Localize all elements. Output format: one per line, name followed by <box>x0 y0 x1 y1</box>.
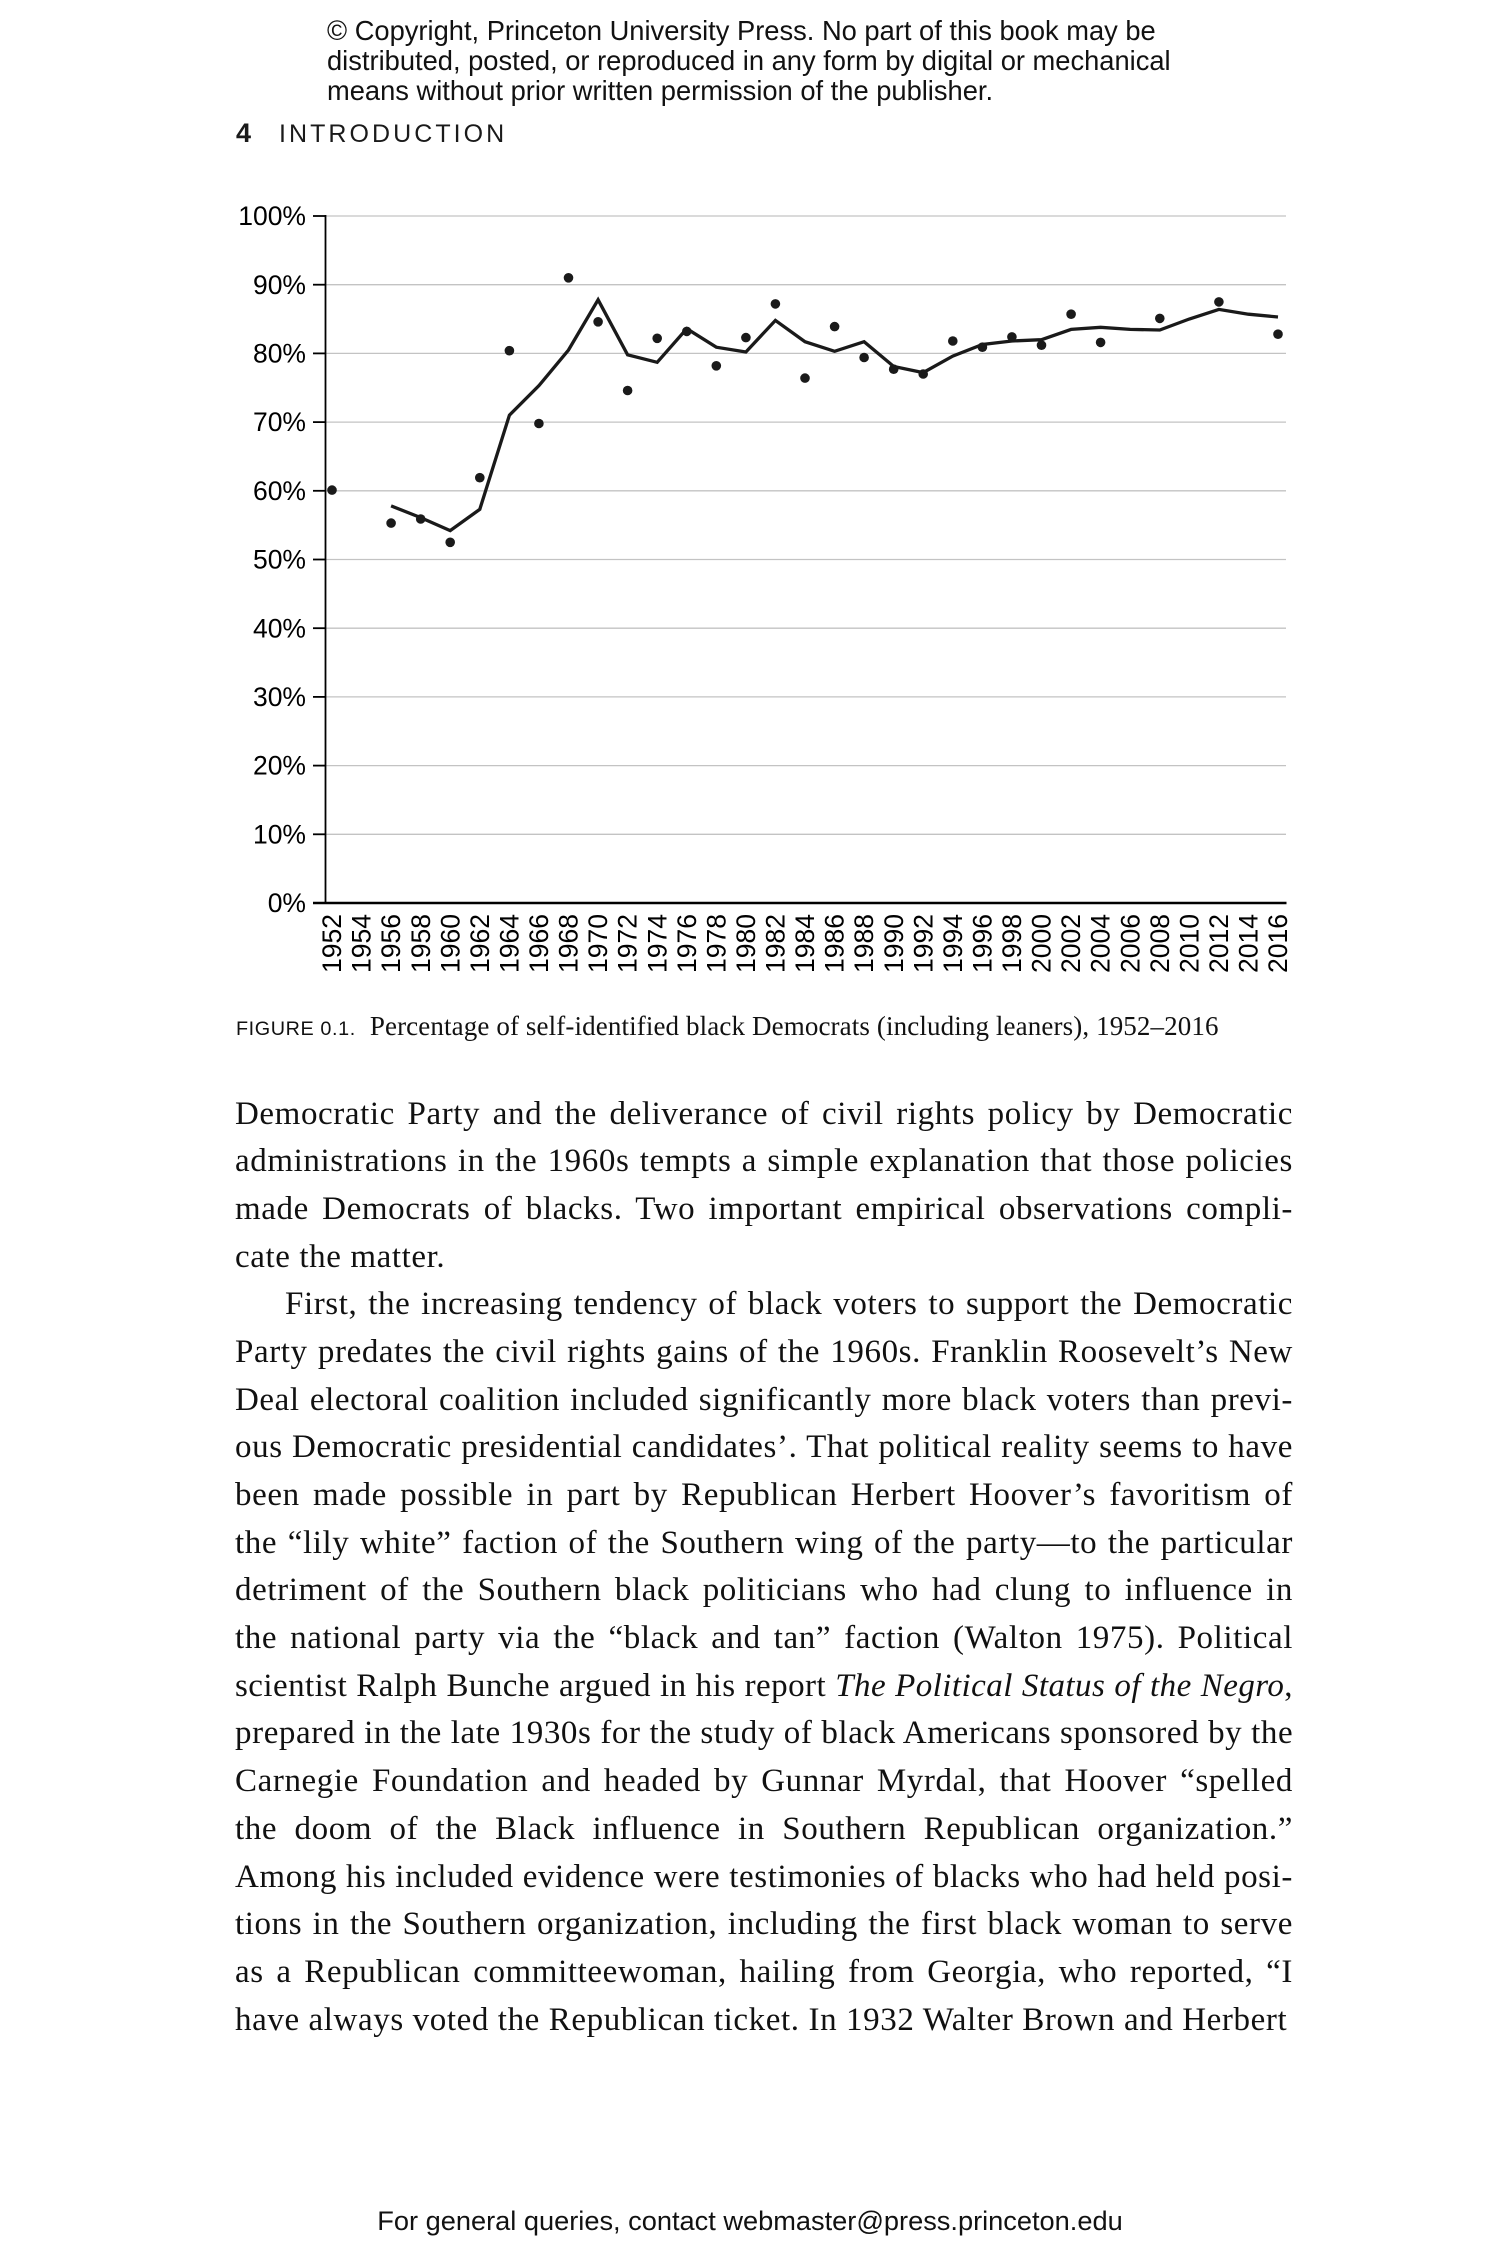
svg-text:1972: 1972 <box>613 914 643 973</box>
svg-text:1992: 1992 <box>908 914 938 973</box>
svg-text:1966: 1966 <box>524 914 554 973</box>
svg-text:1976: 1976 <box>672 914 702 973</box>
svg-text:2004: 2004 <box>1086 914 1116 973</box>
svg-text:70%: 70% <box>253 407 306 437</box>
svg-text:1986: 1986 <box>820 914 850 973</box>
svg-text:1996: 1996 <box>968 914 998 973</box>
svg-text:2002: 2002 <box>1056 914 1086 973</box>
svg-text:1980: 1980 <box>731 914 761 973</box>
svg-text:1952: 1952 <box>317 914 347 973</box>
svg-text:40%: 40% <box>253 613 306 643</box>
svg-text:1960: 1960 <box>435 914 465 973</box>
svg-text:1974: 1974 <box>642 914 672 973</box>
svg-text:30%: 30% <box>253 682 306 712</box>
svg-text:100%: 100% <box>238 201 306 231</box>
svg-text:2006: 2006 <box>1115 914 1145 973</box>
svg-text:80%: 80% <box>253 339 306 369</box>
svg-text:2014: 2014 <box>1234 914 1264 973</box>
svg-text:90%: 90% <box>253 270 306 300</box>
svg-text:2008: 2008 <box>1145 914 1175 973</box>
svg-text:2000: 2000 <box>1027 914 1057 973</box>
svg-text:1982: 1982 <box>761 914 791 973</box>
svg-text:0%: 0% <box>268 888 306 918</box>
svg-text:2016: 2016 <box>1263 914 1293 973</box>
svg-text:10%: 10% <box>253 819 306 849</box>
svg-text:1954: 1954 <box>347 914 377 973</box>
svg-text:1990: 1990 <box>879 914 909 973</box>
svg-text:1970: 1970 <box>583 914 613 973</box>
svg-text:1956: 1956 <box>376 914 406 973</box>
svg-text:2010: 2010 <box>1174 914 1204 973</box>
svg-text:2012: 2012 <box>1204 914 1234 973</box>
svg-text:1998: 1998 <box>997 914 1027 973</box>
svg-text:50%: 50% <box>253 545 306 575</box>
svg-text:1988: 1988 <box>849 914 879 973</box>
svg-text:1984: 1984 <box>790 914 820 973</box>
svg-text:1964: 1964 <box>495 914 525 973</box>
svg-text:1968: 1968 <box>554 914 584 973</box>
svg-text:60%: 60% <box>253 476 306 506</box>
svg-text:1962: 1962 <box>465 914 495 973</box>
svg-text:1994: 1994 <box>938 914 968 973</box>
svg-text:1978: 1978 <box>701 914 731 973</box>
svg-text:1958: 1958 <box>406 914 436 973</box>
svg-text:20%: 20% <box>253 751 306 781</box>
